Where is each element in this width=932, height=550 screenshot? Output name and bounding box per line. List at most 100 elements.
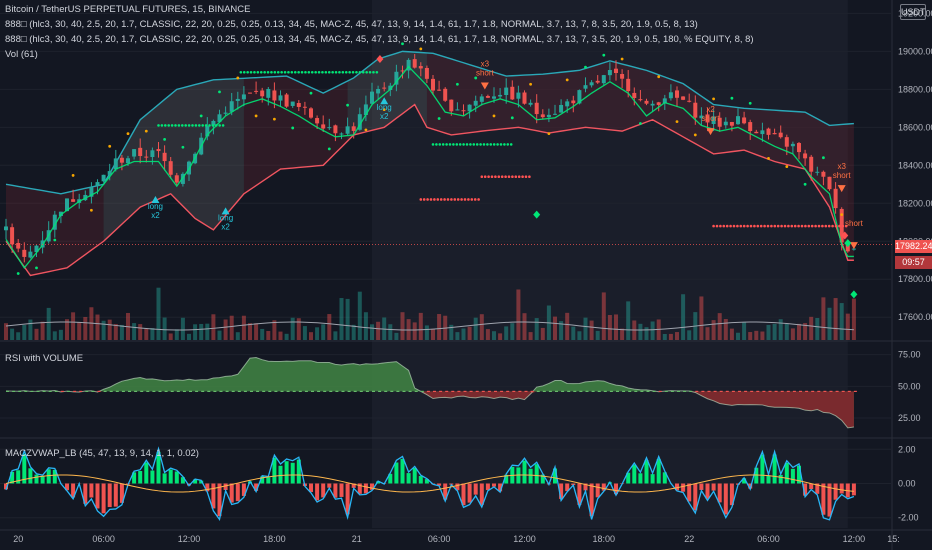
- volume-bar: [4, 323, 8, 340]
- level-dot: [273, 70, 277, 74]
- level-dot: [348, 70, 351, 74]
- volume-bar: [156, 287, 161, 340]
- level-dot: [810, 224, 814, 228]
- volume-bar: [34, 328, 39, 340]
- volume-bar: [77, 321, 82, 340]
- level-dot: [314, 70, 317, 74]
- volume-bar: [321, 324, 326, 340]
- volume-bar: [528, 332, 533, 340]
- signal-dot: [529, 82, 532, 86]
- volume-bar: [851, 298, 856, 340]
- volume-legend[interactable]: Vol (61): [5, 49, 38, 60]
- level-dot: [480, 175, 484, 178]
- level-dot: [511, 175, 514, 178]
- level-dot: [419, 198, 423, 201]
- macz-histogram-bar: [815, 483, 820, 494]
- level-dot: [722, 224, 726, 228]
- candle-body: [71, 199, 76, 202]
- level-dot: [489, 143, 493, 146]
- time-tick-label: 12:00: [513, 534, 536, 544]
- macz-histogram-bar: [217, 483, 222, 517]
- level-dot: [793, 224, 797, 228]
- candle-body: [644, 100, 649, 104]
- volume-bar: [241, 315, 246, 340]
- candle-body: [107, 171, 112, 175]
- level-dot: [259, 70, 263, 74]
- macz-pane-title[interactable]: MACZVWAP_LB (45, 47, 13, 9, 14, 1, 1, 0.…: [5, 448, 199, 459]
- level-dot: [439, 198, 443, 201]
- level-dot: [246, 70, 249, 74]
- study-1-legend[interactable]: 888□ (hlc3, 30, 40, 2.5, 20, 1.7, CLASSI…: [5, 19, 698, 30]
- level-dot: [756, 224, 760, 228]
- volume-bar: [784, 323, 789, 340]
- signal-dot: [90, 208, 93, 212]
- level-dot: [450, 198, 453, 201]
- macz-histogram-bar: [144, 462, 149, 484]
- signal-dot: [675, 120, 679, 124]
- signal-dot: [181, 145, 185, 149]
- volume-bar: [193, 324, 198, 340]
- time-tick-label: 20: [13, 534, 23, 544]
- level-dot: [167, 124, 170, 127]
- macz-histogram-bar: [540, 474, 545, 484]
- macz-histogram-bar: [223, 483, 228, 490]
- level-dot: [469, 143, 472, 146]
- volume-bar: [437, 314, 442, 340]
- candle-body: [742, 117, 747, 124]
- level-dot: [732, 224, 736, 228]
- signal-dot: [71, 174, 75, 177]
- level-dot: [497, 175, 501, 178]
- level-dot: [355, 70, 358, 74]
- currency-selector[interactable]: USDT: [900, 4, 926, 20]
- volume-bar: [138, 324, 143, 340]
- candle-body: [28, 251, 33, 258]
- volume-bar: [797, 323, 801, 340]
- candle-body: [205, 126, 210, 137]
- volume-bar: [144, 328, 149, 340]
- volume-bar: [22, 324, 27, 340]
- level-dot: [375, 70, 379, 74]
- level-dot: [201, 124, 204, 127]
- volume-bar: [626, 301, 631, 340]
- level-dot: [307, 70, 311, 74]
- candle-body: [528, 102, 533, 105]
- level-dot: [429, 198, 433, 201]
- level-dot: [283, 70, 287, 74]
- macz-histogram-bar: [199, 480, 204, 484]
- signal-dot: [16, 272, 20, 275]
- candle-body: [455, 109, 460, 111]
- candle-body: [681, 96, 686, 100]
- candle-body: [119, 157, 124, 163]
- candle-body: [321, 124, 326, 129]
- volume-bar: [296, 318, 301, 340]
- candle-body: [522, 92, 527, 104]
- candle-body: [821, 171, 826, 177]
- signal-dot: [364, 128, 368, 132]
- candle-body: [132, 149, 137, 157]
- volume-bar: [748, 332, 753, 340]
- level-dot: [824, 224, 828, 228]
- study-2-legend[interactable]: 888□ (hlc3, 30, 40, 2.5, 20, 1.7, CLASSI…: [5, 34, 754, 45]
- macz-histogram-bar: [595, 483, 600, 498]
- macz-histogram-bar: [522, 460, 527, 484]
- level-dot: [492, 143, 496, 146]
- rsi-pane-title[interactable]: RSI with VOLUME: [5, 353, 84, 364]
- volume-bar: [309, 332, 313, 340]
- level-dot: [181, 124, 184, 127]
- candle-body: [790, 143, 795, 147]
- signal-diamond-icon: [850, 290, 858, 299]
- volume-bar: [113, 324, 118, 340]
- last-price-tag: 17982.24: [895, 240, 932, 253]
- candle-body: [546, 114, 551, 118]
- macz-histogram-bar: [485, 483, 490, 491]
- macz-histogram-bar: [797, 465, 801, 484]
- signal-dot: [584, 65, 587, 69]
- rsi-tick-label: 75.00: [898, 350, 921, 360]
- candle-body: [345, 126, 350, 134]
- candle-body: [394, 71, 399, 85]
- signal-dot: [382, 108, 386, 112]
- level-dot: [479, 143, 482, 146]
- signal-diamond-icon: [844, 239, 852, 248]
- candle-body: [479, 96, 484, 102]
